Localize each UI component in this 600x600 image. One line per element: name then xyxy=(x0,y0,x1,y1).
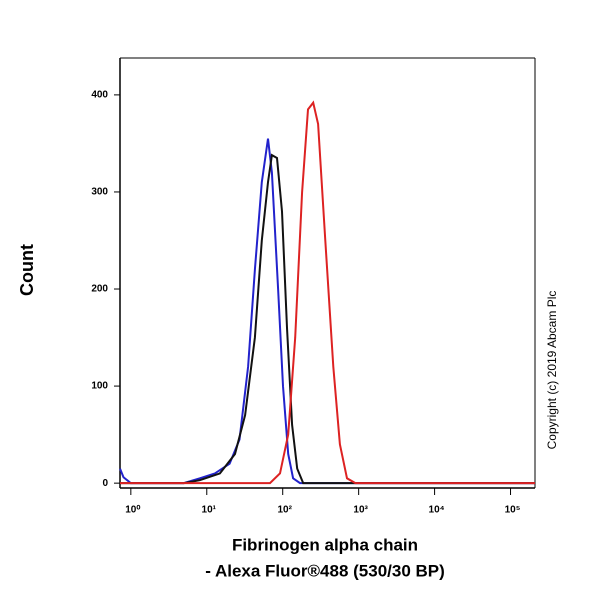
y-tick-label: 300 xyxy=(91,187,108,198)
y-tick-label: 0 xyxy=(102,478,108,489)
copyright: Copyright (c) 2019 Abcam Plc xyxy=(545,291,559,450)
series-line xyxy=(120,100,535,485)
x-tick-label: 10³ xyxy=(353,505,368,516)
x-tick-label: 10¹ xyxy=(202,505,217,516)
x-tick-label: 10⁴ xyxy=(429,505,445,516)
x-tick-label: 10² xyxy=(277,505,292,516)
y-axis-title: Count xyxy=(17,244,37,296)
x-axis-title: Fibrinogen alpha chain xyxy=(232,535,418,554)
series-line xyxy=(120,153,535,485)
x-tick-label: 10⁰ xyxy=(125,505,140,516)
x-tick-label: 10⁵ xyxy=(505,505,521,516)
series-line xyxy=(119,138,535,485)
y-tick-label: 100 xyxy=(91,381,108,392)
y-tick-label: 200 xyxy=(91,284,108,295)
x-axis-title: - Alexa Fluor®488 (530/30 BP) xyxy=(205,561,445,580)
y-tick-label: 400 xyxy=(91,90,108,101)
